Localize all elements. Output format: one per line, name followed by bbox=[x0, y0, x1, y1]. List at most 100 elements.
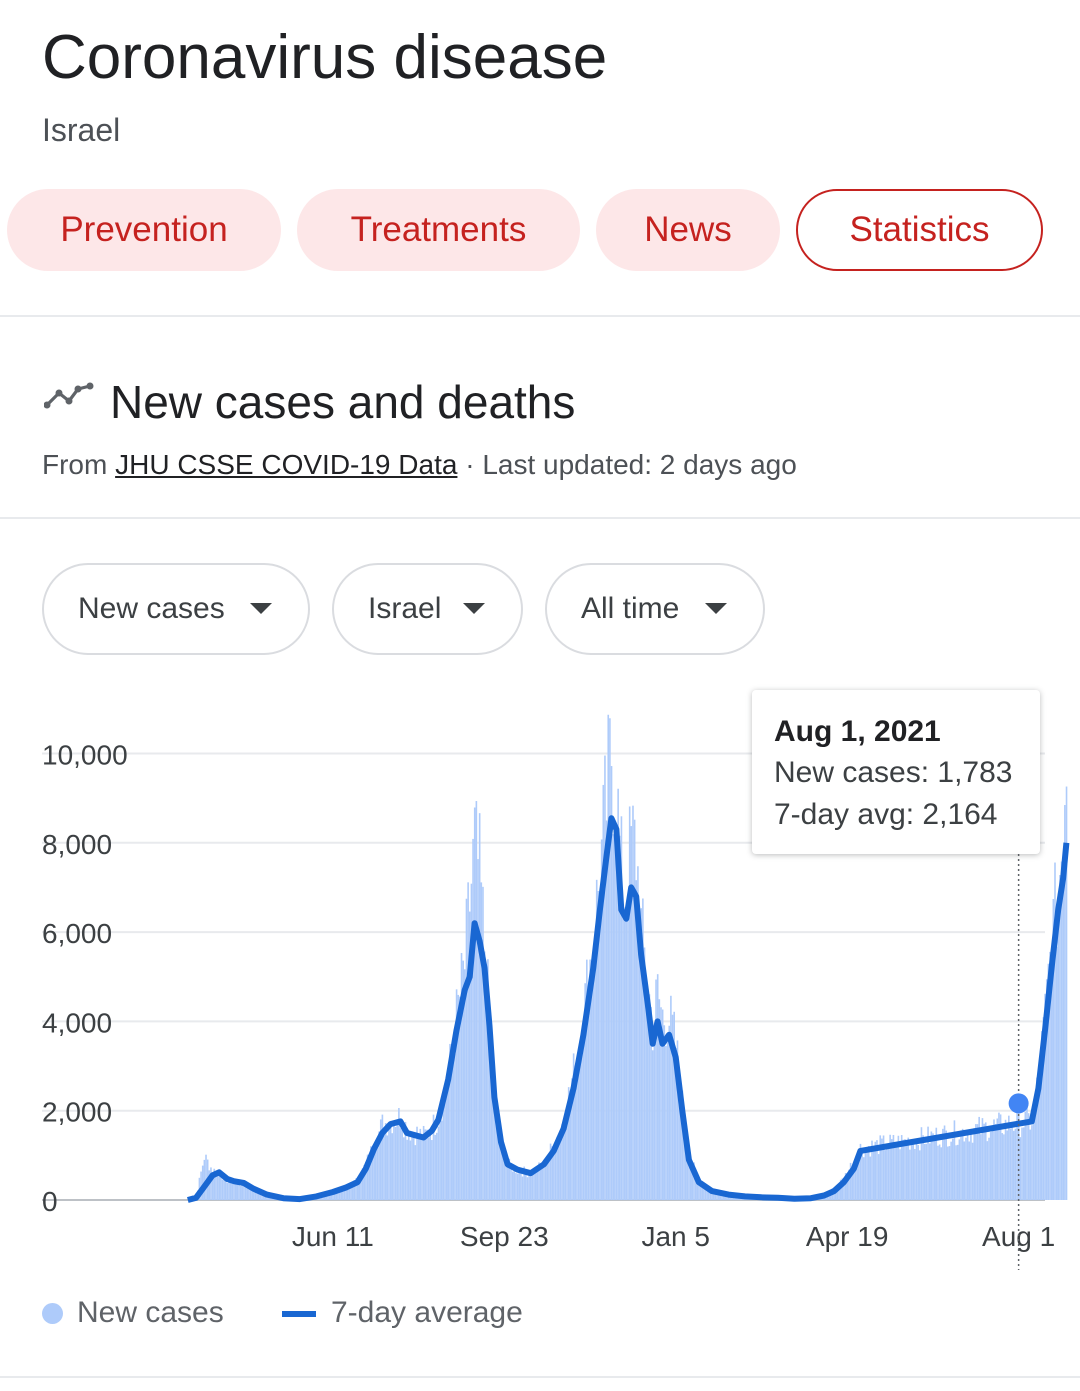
data-bar bbox=[890, 1139, 893, 1200]
data-bar bbox=[912, 1142, 915, 1200]
data-bar bbox=[689, 1162, 692, 1200]
data-bar bbox=[424, 1129, 427, 1200]
data-bar bbox=[350, 1184, 352, 1200]
data-bar bbox=[947, 1146, 949, 1200]
data-bar bbox=[617, 788, 619, 1200]
data-bar bbox=[200, 1171, 202, 1200]
data-bar bbox=[905, 1144, 908, 1200]
tooltip-new-cases: New cases: 1,783 bbox=[774, 756, 1013, 789]
data-bar bbox=[1031, 1125, 1033, 1200]
data-bar bbox=[389, 1120, 392, 1200]
data-bar bbox=[963, 1141, 966, 1200]
data-bar bbox=[472, 838, 474, 1200]
source-link[interactable]: JHU CSSE COVID-19 Data bbox=[115, 449, 458, 480]
tab-statistics[interactable]: Statistics bbox=[796, 189, 1043, 271]
data-bar bbox=[480, 882, 483, 1200]
data-bar bbox=[379, 1119, 382, 1200]
data-bar bbox=[938, 1144, 941, 1200]
data-bar bbox=[1039, 1075, 1041, 1200]
data-bar bbox=[581, 1054, 583, 1200]
data-bar bbox=[899, 1149, 901, 1200]
data-bar bbox=[421, 1139, 423, 1200]
data-bar bbox=[473, 807, 476, 1200]
data-bar bbox=[375, 1149, 377, 1200]
data-bar bbox=[487, 959, 489, 1200]
data-bar bbox=[597, 890, 600, 1200]
data-bar bbox=[1042, 1017, 1045, 1200]
data-bar bbox=[462, 960, 464, 1200]
data-bar bbox=[595, 879, 598, 1200]
tab-treatments[interactable]: Treatments bbox=[297, 189, 580, 271]
metric-dropdown[interactable]: New cases bbox=[42, 563, 310, 655]
data-bar bbox=[518, 1170, 521, 1200]
data-bar bbox=[264, 1195, 267, 1200]
data-bar bbox=[345, 1187, 347, 1200]
data-bar bbox=[851, 1169, 854, 1200]
source-line: From JHU CSSE COVID-19 Data · Last updat… bbox=[42, 447, 797, 483]
data-bar bbox=[622, 909, 624, 1200]
data-bar bbox=[1003, 1134, 1005, 1200]
data-bar bbox=[1041, 1031, 1043, 1200]
data-bar bbox=[961, 1128, 964, 1200]
data-bar bbox=[223, 1173, 225, 1200]
data-bar bbox=[417, 1135, 420, 1200]
data-bar bbox=[681, 1090, 684, 1200]
data-bar bbox=[1006, 1130, 1008, 1200]
data-bar bbox=[996, 1118, 999, 1200]
data-bar bbox=[510, 1164, 512, 1200]
data-bar bbox=[454, 1053, 456, 1200]
data-bar bbox=[516, 1173, 519, 1200]
data-bar bbox=[376, 1148, 379, 1200]
data-bar bbox=[986, 1141, 989, 1200]
data-bar bbox=[981, 1118, 984, 1200]
data-bar bbox=[600, 839, 603, 1200]
data-bar bbox=[637, 866, 639, 1200]
data-bar bbox=[951, 1138, 954, 1200]
data-bar bbox=[1045, 979, 1048, 1200]
data-bar bbox=[904, 1139, 906, 1200]
data-bar bbox=[539, 1165, 542, 1200]
data-bar bbox=[431, 1140, 433, 1200]
data-bar bbox=[625, 918, 628, 1200]
data-bar bbox=[528, 1173, 530, 1200]
data-bar bbox=[869, 1156, 872, 1200]
data-bar bbox=[594, 950, 596, 1200]
data-bar bbox=[927, 1126, 929, 1200]
range-dropdown[interactable]: All time bbox=[545, 563, 765, 655]
data-bar bbox=[980, 1134, 982, 1200]
cases-chart[interactable]: 10,000 8,000 6,000 4,000 2,000 0 Jun 11 Sep 23 J… bbox=[0, 680, 1080, 1280]
data-bar bbox=[520, 1172, 522, 1200]
data-bar bbox=[228, 1181, 230, 1200]
data-bar bbox=[243, 1185, 245, 1200]
tab-prevention[interactable]: Prevention bbox=[7, 189, 281, 271]
data-bar bbox=[1026, 1106, 1028, 1200]
data-bar bbox=[231, 1183, 234, 1200]
data-bar bbox=[416, 1126, 418, 1200]
tab-news[interactable]: News bbox=[596, 189, 780, 271]
location-subtitle: Israel bbox=[42, 112, 121, 148]
data-bar bbox=[614, 826, 616, 1200]
data-bar bbox=[907, 1137, 910, 1200]
data-bar bbox=[366, 1154, 369, 1200]
data-bar bbox=[623, 907, 626, 1200]
region-dropdown[interactable]: Israel bbox=[332, 563, 523, 655]
data-bar bbox=[358, 1181, 361, 1200]
data-bar bbox=[370, 1146, 372, 1200]
data-bar bbox=[536, 1170, 539, 1200]
data-bar bbox=[1019, 1137, 1022, 1200]
data-bar bbox=[1065, 786, 1068, 1200]
data-bar bbox=[688, 1163, 690, 1200]
data-bar bbox=[378, 1131, 380, 1200]
data-bar bbox=[571, 1078, 573, 1200]
data-bar bbox=[882, 1135, 885, 1200]
data-bar bbox=[422, 1125, 425, 1200]
x-tick-label: Apr 19 bbox=[806, 1221, 889, 1252]
data-bar bbox=[955, 1145, 957, 1200]
data-bar bbox=[925, 1143, 928, 1200]
data-bar bbox=[676, 1040, 679, 1200]
x-tick-label: Jun 11 bbox=[292, 1221, 374, 1252]
data-bar bbox=[605, 820, 608, 1200]
data-bar bbox=[988, 1137, 990, 1200]
y-tick-label: 6,000 bbox=[42, 918, 112, 949]
data-bar bbox=[396, 1124, 399, 1200]
